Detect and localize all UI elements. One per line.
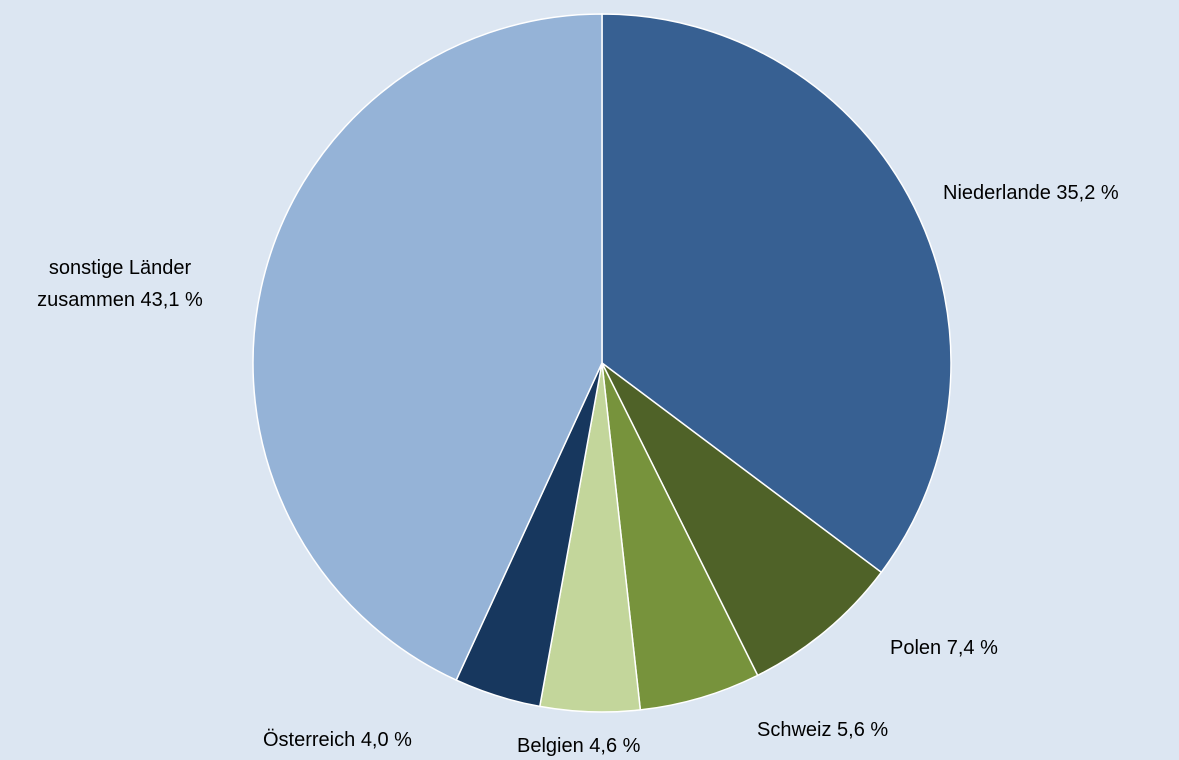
value-label: 5,6 % [837, 719, 889, 741]
value-label: 4,6 % [589, 735, 641, 757]
value-label: 7,4 % [946, 637, 998, 659]
category-name: Österreich [263, 729, 356, 751]
value-label: 35,2 % [1056, 182, 1119, 204]
value-label: 4,0 % [360, 729, 412, 751]
category-name: Niederlande [943, 182, 1051, 204]
category-name: Polen [890, 637, 942, 659]
category-name: Schweiz [757, 719, 832, 741]
pie-slice [601, 13, 952, 574]
pie-slice [601, 362, 883, 677]
slice-label: Belgien 4,6 % [517, 730, 640, 760]
pie-slice [252, 13, 603, 682]
slice-label: Niederlande 35,2 % [943, 177, 1119, 209]
slice-label: Österreich 4,0 % [263, 724, 412, 756]
category-name: Belgien [517, 735, 584, 757]
slice-label: Schweiz 5,6 % [757, 714, 888, 746]
slice-label: Polen 7,4 % [890, 632, 998, 664]
slice-label: sonstige Länder zusammen 43,1 % [30, 252, 210, 316]
value-label: 43,1 % [140, 289, 203, 311]
category-name: sonstige Länder zusammen [37, 257, 192, 311]
